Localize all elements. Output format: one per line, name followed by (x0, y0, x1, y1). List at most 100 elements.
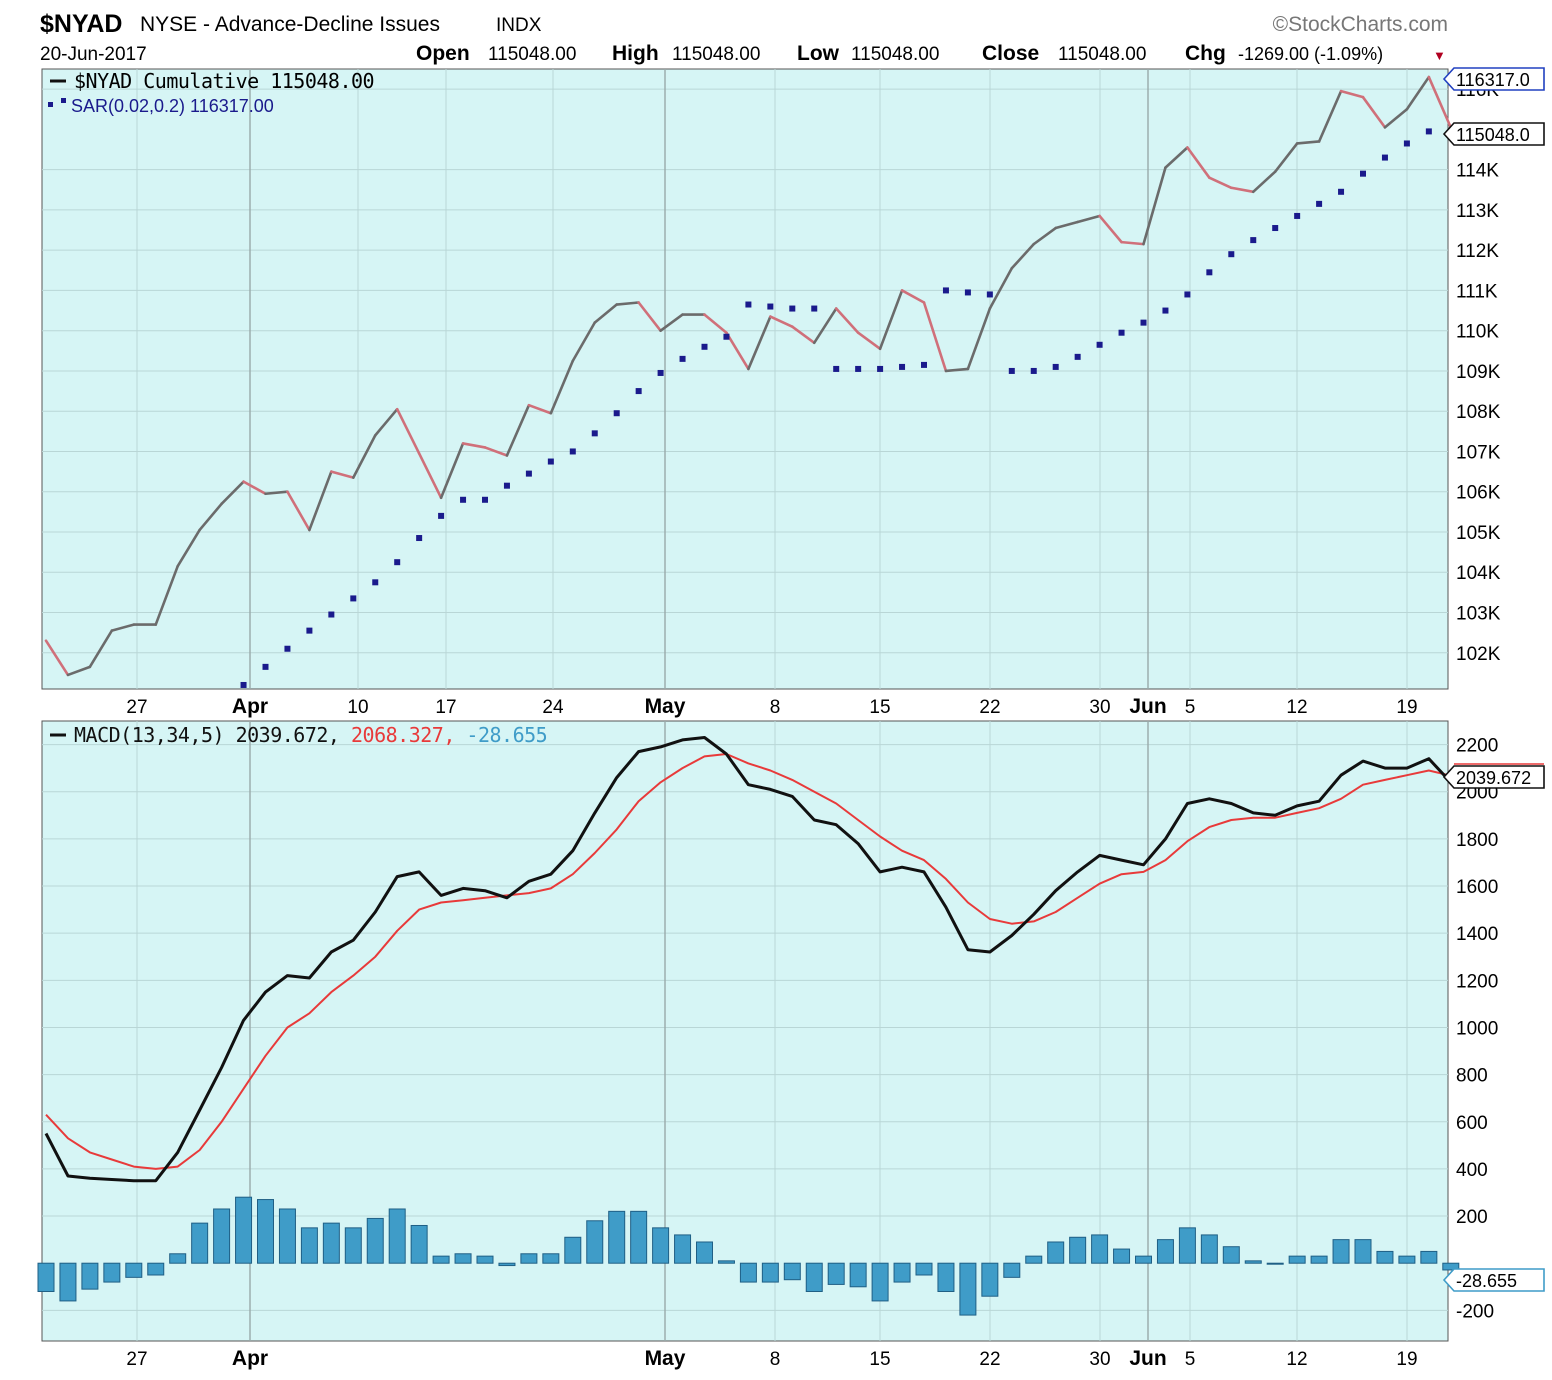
sar-dot (635, 388, 642, 395)
high-value: 115048.00 (672, 44, 760, 65)
x-tick-label: 8 (770, 1349, 781, 1370)
price-line-segment (812, 307, 838, 345)
price-line-segment (571, 321, 597, 363)
sar-dot (438, 512, 445, 519)
legend-nyad: $NYAD Cumulative 115048.00 (74, 69, 374, 93)
sar-dot (394, 559, 401, 566)
y-tick-label: 113K (1456, 201, 1499, 222)
histogram-bar (1200, 1234, 1218, 1264)
sar-dot (306, 627, 313, 634)
y-tick-label: 400 (1456, 1160, 1488, 1181)
y-tick-label: 107K (1456, 442, 1501, 463)
price-line-segment (461, 442, 487, 449)
price-line-segment (1383, 107, 1409, 129)
price-line-segment (1186, 146, 1211, 180)
price-line-segment (242, 480, 267, 496)
x-tick-label: 12 (1286, 697, 1307, 718)
legend-macd: MACD(13,34,5) 2039.672, 2068.327, -28.65… (74, 723, 547, 747)
histogram-bar (981, 1262, 999, 1297)
x-tick-label: 24 (542, 697, 564, 718)
brand-logo[interactable]: ©StockCharts.com (1273, 13, 1448, 36)
plot-area (41, 68, 1449, 690)
price-line-segment (1120, 240, 1145, 246)
histogram-bar (1047, 1241, 1065, 1264)
sar-dot (701, 343, 708, 350)
y-tick-label: 106K (1456, 483, 1501, 504)
sar-dot (1030, 367, 1037, 374)
histogram-bar (1025, 1255, 1043, 1264)
histogram-bar (410, 1224, 428, 1264)
sar-dot (547, 458, 554, 465)
price-line-segment (944, 367, 970, 373)
y-tick-label: 2200 (1456, 736, 1498, 757)
x-tick-label: 8 (770, 697, 781, 718)
histogram-bar (893, 1262, 911, 1283)
histogram-bar (322, 1222, 340, 1264)
x-tick-label: 12 (1286, 1349, 1307, 1370)
histogram-bar (1113, 1248, 1131, 1264)
sar-dot (460, 496, 467, 503)
sar-dot (723, 333, 730, 340)
price-line-segment (900, 289, 926, 304)
histogram-bar (761, 1262, 779, 1283)
sar-dot (1360, 170, 1366, 177)
price-line-segment (1405, 75, 1431, 111)
close-label: Close (982, 42, 1039, 65)
sar-dot (1272, 225, 1279, 232)
histogram-bar (1442, 1262, 1460, 1271)
price-line-segment (88, 629, 114, 669)
chart-date: 20-Jun-2017 (40, 44, 147, 65)
sar-dot (964, 289, 971, 296)
histogram-bar (827, 1262, 845, 1285)
price-line-segment (373, 407, 399, 437)
price-line-segment (1098, 214, 1123, 244)
x-tick-label: May (645, 1347, 686, 1370)
sar-dot (1381, 154, 1388, 161)
open-label: Open (416, 42, 470, 65)
price-line-segment (110, 623, 136, 632)
sar-dot (591, 430, 598, 437)
price-line-segment (1010, 242, 1036, 270)
price-line-segment (703, 313, 728, 335)
value-tag (1442, 122, 1545, 146)
y-tick-label: 104K (1456, 563, 1501, 584)
histogram-bar (300, 1227, 318, 1264)
histogram-bar (1332, 1239, 1350, 1264)
sar-dot (1096, 341, 1103, 348)
histogram-bar (366, 1217, 384, 1264)
histogram-bar (564, 1236, 582, 1264)
price-line-segment (483, 446, 509, 457)
sar-dot (613, 410, 620, 417)
sar-dot (240, 681, 247, 688)
x-tick-label: 17 (435, 697, 456, 718)
histogram-bar (432, 1255, 450, 1264)
y-tick-label: 102K (1456, 644, 1501, 665)
histogram-bar (59, 1262, 77, 1302)
sar-dot (569, 448, 576, 455)
price-line-segment (1273, 142, 1299, 173)
price-line-segment (922, 301, 948, 373)
sar-dot (1052, 363, 1059, 370)
price-line-segment (966, 307, 992, 371)
histogram-bar (871, 1262, 889, 1302)
price-line-segment (549, 359, 575, 415)
sar-dot (877, 365, 884, 372)
x-tick-label: 5 (1185, 1349, 1196, 1370)
sar-dot (899, 363, 906, 370)
histogram-bar (674, 1234, 692, 1264)
histogram-bar (213, 1208, 231, 1264)
sar-dot (1403, 140, 1410, 147)
value-tag-label: -28.655 (1456, 1271, 1517, 1291)
sar-dot (1140, 319, 1147, 326)
histogram-bar (1398, 1255, 1416, 1264)
sar-dot (942, 287, 949, 294)
sar-dot (1250, 237, 1257, 244)
y-tick-label: 108K (1456, 402, 1501, 423)
y-tick-label: 111K (1456, 281, 1498, 302)
x-tick-label: 10 (347, 697, 368, 718)
price-line-segment (988, 266, 1014, 310)
histogram-bar (1288, 1255, 1306, 1264)
value-tag-label: 116317.0 (1456, 70, 1530, 90)
histogram-bar (959, 1262, 977, 1316)
price-line-segment (286, 490, 311, 532)
